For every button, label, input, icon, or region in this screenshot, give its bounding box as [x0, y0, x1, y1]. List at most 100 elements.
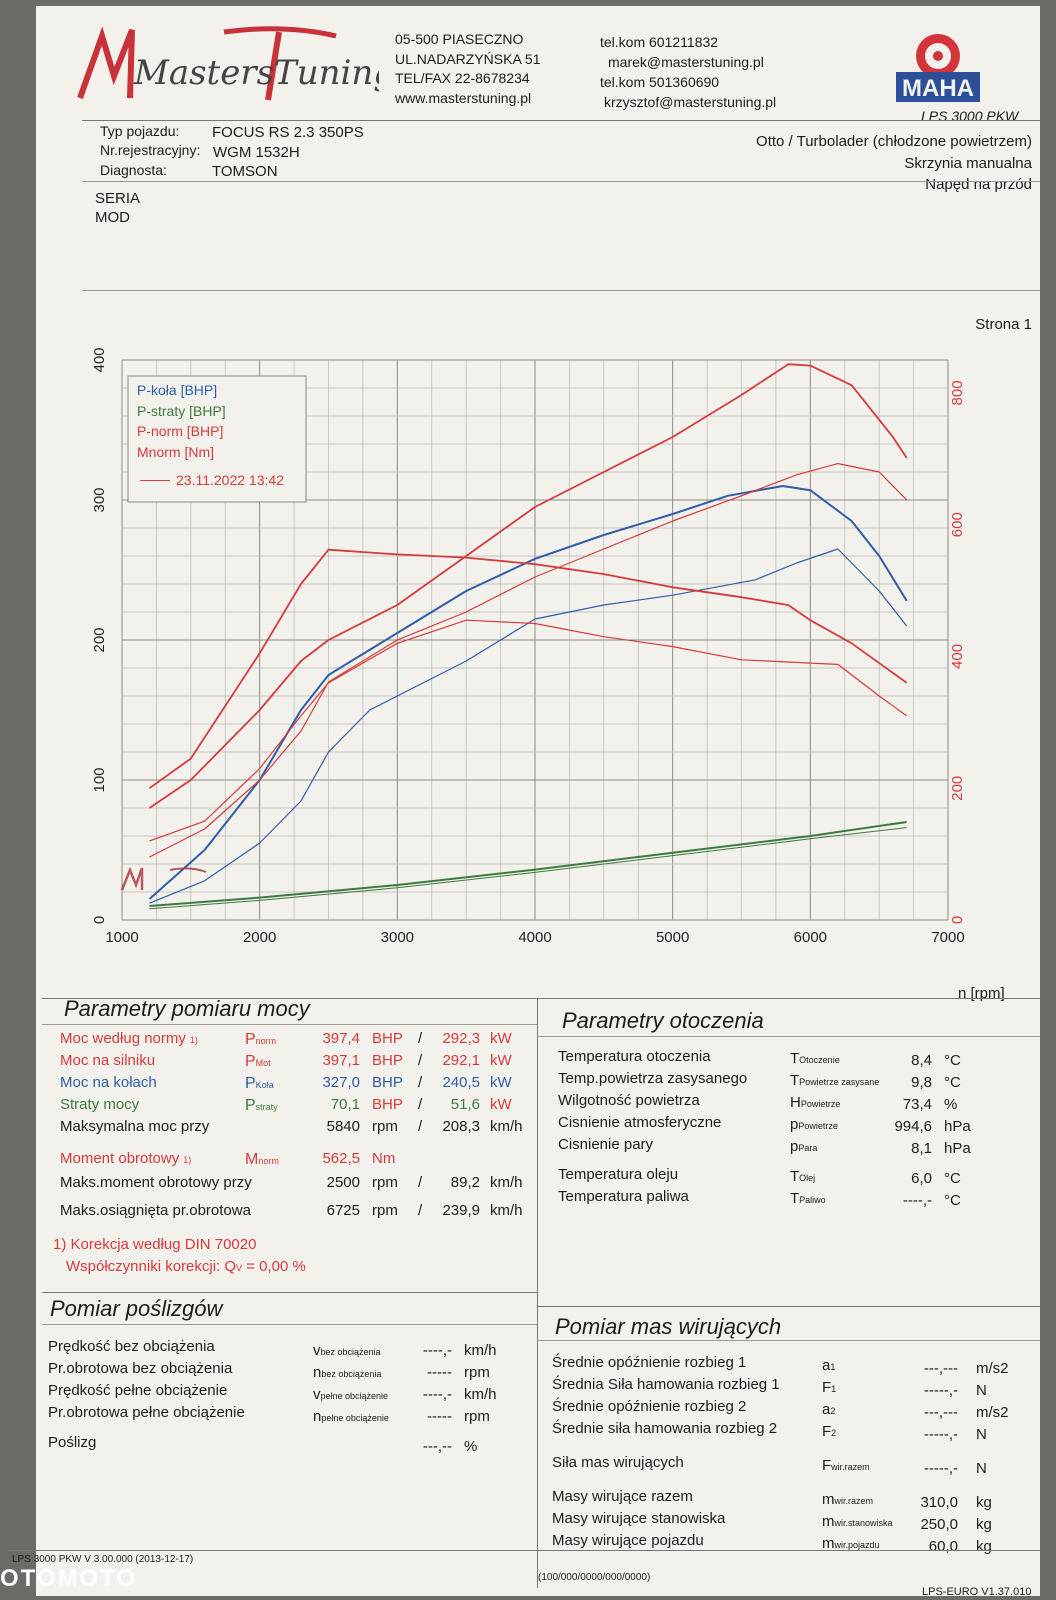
ambient-symbol-letter: p — [790, 1116, 799, 1133]
email-1: marek@masterstuning.pl — [608, 54, 764, 70]
slip-unit: rpm — [464, 1364, 490, 1381]
mass-unit: N — [976, 1382, 987, 1399]
param-unit-2: kW — [490, 1052, 512, 1069]
mass-symbol: F1 — [822, 1379, 836, 1396]
ambient-symbol-letter: T — [790, 1072, 800, 1089]
param-value-1: 5840 — [326, 1118, 360, 1135]
param-value-1: 2500 — [326, 1174, 360, 1191]
phone-2: tel.kom 501360690 — [600, 74, 720, 90]
x-tick-label: 6000 — [794, 929, 827, 946]
mass-unit: kg — [976, 1516, 992, 1533]
mass-value: ---,--- — [923, 1360, 958, 1377]
slip-unit: km/h — [464, 1342, 497, 1359]
mass-value: -----,- — [923, 1460, 958, 1477]
slip-symbol-sub: bez obciążenia — [321, 1369, 382, 1379]
ambient-symbol-letter: H — [790, 1094, 801, 1111]
masses-section-title: Pomiar mas wirujących — [555, 1314, 782, 1339]
param-value-1: 70,1 — [330, 1096, 360, 1113]
param-label-text: Moc na silniku — [60, 1052, 156, 1069]
mass-symbol-sub: wir.stanowiska — [834, 1518, 893, 1528]
notes-line-1: SERIA — [95, 190, 141, 207]
contact-block: tel.kom 601211832 marek@masterstuning.pl… — [600, 32, 776, 112]
ambient-symbol-letter: T — [790, 1168, 800, 1185]
divider — [537, 1036, 1040, 1037]
ambient-symbol: HPowietrze — [790, 1094, 840, 1111]
param-label: Moment obrotowy 1) — [60, 1150, 191, 1167]
ambient-symbol: pPowietrze — [790, 1116, 838, 1133]
param-label: Maksymalna moc przy — [60, 1118, 209, 1135]
ambient-value: 8,4 — [911, 1052, 932, 1069]
param-symbol-letter: P — [245, 1031, 256, 1048]
mass-label: Siła mas wirujących — [552, 1454, 684, 1471]
param-unit-1: BHP — [372, 1030, 403, 1047]
param-symbol: Mnorm — [245, 1151, 279, 1169]
ambient-value: 8,1 — [911, 1140, 932, 1157]
diagnostician-label: Diagnosta: — [100, 162, 167, 178]
param-value-1: 327,0 — [322, 1074, 360, 1091]
mass-unit: N — [976, 1460, 987, 1477]
ambient-symbol: TPowietrze zasysane — [790, 1072, 879, 1089]
mass-symbol-sub: 2 — [830, 1406, 836, 1416]
vehicle-type-value: FOCUS RS 2.3 350PS — [212, 124, 364, 141]
ambient-symbol-sub: Olej — [799, 1173, 816, 1183]
ambient-unit: °C — [944, 1192, 961, 1209]
diagnostician-value: TOMSON — [212, 163, 278, 180]
param-label: Straty mocy — [60, 1096, 139, 1113]
param-unit-1: BHP — [372, 1096, 403, 1113]
gearbox-type: Skrzynia manualna — [904, 155, 1032, 172]
mass-unit: kg — [976, 1538, 992, 1555]
param-unit-1: rpm — [372, 1202, 398, 1219]
param-unit-2: km/h — [490, 1202, 523, 1219]
param-label-text: Moment obrotowy — [60, 1150, 180, 1167]
registration-value: WGM 1532H — [213, 144, 300, 161]
ambient-symbol-sub: Powietrze — [800, 1099, 841, 1109]
maha-logo: MAHA — [896, 34, 980, 102]
slip-label: Pr.obrotowa pełne obciążenie — [48, 1404, 245, 1421]
x-axis-label: n [rpm] — [958, 985, 1005, 1002]
param-value-2: 208,3 — [442, 1118, 480, 1135]
param-label: Moc na silniku — [60, 1052, 155, 1069]
param-symbol-sub: Mot — [255, 1058, 271, 1068]
legend-date: 23.11.2022 13:42 — [176, 472, 284, 488]
dyno-report-sheet — [36, 6, 1040, 1596]
mass-symbol: mwir.razem — [822, 1491, 873, 1508]
ambient-symbol: TOtoczenie — [790, 1050, 840, 1067]
mass-symbol: a1 — [822, 1357, 835, 1374]
param-unit-2: kW — [490, 1030, 512, 1047]
mass-symbol-letter: F — [822, 1379, 832, 1396]
ambient-unit: °C — [944, 1052, 961, 1069]
address-line: 05-500 PIASECZNO — [395, 31, 524, 47]
param-value-1: 397,1 — [322, 1052, 360, 1069]
param-symbol: PMot — [245, 1053, 271, 1071]
engine-type: Otto / Turbolader (chłodzone powietrzem) — [756, 133, 1032, 150]
y-right-tick-label: 200 — [949, 776, 966, 801]
divider — [8, 1550, 1040, 1551]
param-value-1: 562,5 — [322, 1150, 360, 1167]
param-label-text: Maksymalna moc przy — [60, 1118, 210, 1135]
mass-symbol-letter: m — [822, 1491, 835, 1508]
param-separator: / — [418, 1074, 423, 1091]
slip-label: Pr.obrotowa bez obciążenia — [48, 1360, 233, 1377]
series-line-7 — [149, 619, 908, 842]
ambient-value: 6,0 — [911, 1170, 932, 1187]
param-label-text: Straty mocy — [60, 1096, 140, 1113]
mass-symbol: mwir.stanowiska — [822, 1513, 893, 1530]
slip-symbol-sub: pełne obciążenie — [321, 1413, 389, 1423]
param-label-text: Moc na kołach — [60, 1074, 157, 1091]
y-left-tick-label: 100 — [91, 767, 108, 792]
param-separator: / — [418, 1030, 423, 1047]
divider — [42, 1024, 537, 1025]
param-symbol: Pstraty — [245, 1097, 278, 1115]
x-tick-label: 7000 — [931, 929, 964, 946]
series-line-6 — [148, 548, 908, 789]
slip-label: Prędkość bez obciążenia — [48, 1338, 215, 1355]
ambient-symbol: TPaliwo — [790, 1190, 826, 1207]
param-symbol: PKoła — [245, 1075, 274, 1093]
param-label: Moc według normy 1) — [60, 1030, 198, 1047]
section-divider — [537, 998, 538, 1588]
dyno-model: LPS 3000 PKW — [921, 108, 1019, 124]
slip-unit: rpm — [464, 1408, 490, 1425]
x-tick-label: 3000 — [381, 929, 414, 946]
slip-value: ----- — [427, 1408, 452, 1425]
series-line-0 — [148, 485, 908, 900]
